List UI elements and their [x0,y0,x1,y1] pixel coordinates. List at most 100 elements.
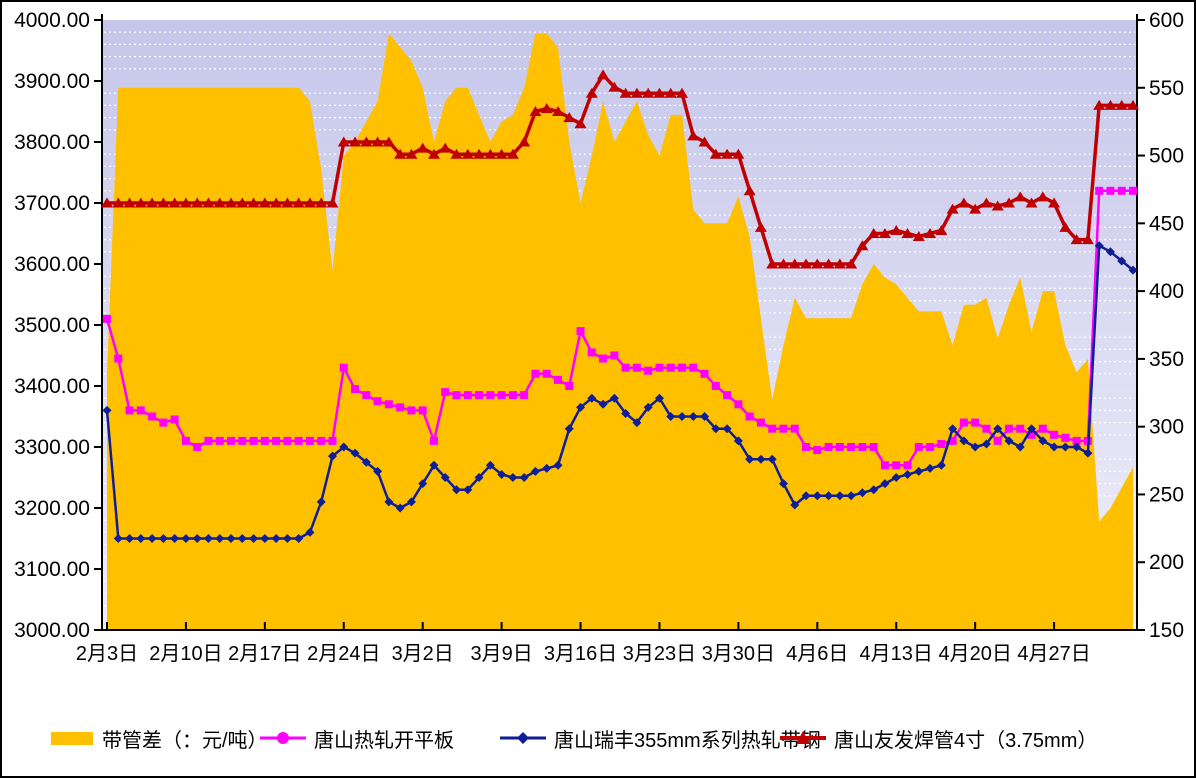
data-marker [225,197,238,208]
legend-item-area: 带管差（：元/吨） [50,718,268,758]
data-marker [824,443,833,451]
data-marker [1072,442,1082,452]
data-marker [813,446,822,455]
data-marker [1027,430,1036,439]
data-marker [258,197,271,208]
data-marker [678,363,687,372]
data-marker [957,197,970,208]
x-axis-label: 4月6日 [786,643,848,665]
data-marker [743,185,756,196]
data-marker [506,148,519,159]
right-axis-label: 400 [1149,280,1184,303]
data-marker [485,460,495,470]
data-marker [158,534,168,543]
x-axis-label: 2月24日 [307,643,380,665]
data-marker [181,436,190,445]
data-marker [238,436,247,445]
data-marker [800,258,813,269]
data-marker [914,466,924,476]
right-axis-label: 300 [1149,416,1184,439]
data-marker [869,485,879,495]
data-marker [890,224,903,235]
data-marker [574,118,587,129]
data-marker [767,454,777,464]
data-marker [903,469,913,479]
data-marker [103,314,111,323]
data-marker [542,463,552,473]
data-marker [1083,448,1093,458]
legend-label-plate: 唐山热轧开平板 [314,729,454,752]
data-marker [351,385,360,394]
data-marker [608,81,621,92]
legend: 带管差（：元/吨） 唐山热轧开平板 唐山瑞丰355mm系列热轧带钢 唐山友发焊管… [2,718,1194,762]
magenta-line-circle-icon [260,732,306,744]
data-marker [551,106,564,116]
right-axis-label: 450 [1149,212,1184,235]
data-marker [373,397,382,406]
data-marker [249,534,259,543]
legend-label-strip: 唐山瑞丰355mm系列热轧带钢 [554,729,821,752]
data-marker [1072,436,1081,445]
data-marker [912,231,925,242]
data-marker [1049,442,1059,452]
data-marker [384,400,393,409]
data-marker [688,412,698,421]
data-marker [281,197,294,208]
data-marker [756,454,766,464]
data-marker [790,424,799,433]
data-marker [734,400,743,409]
data-marker [519,473,529,482]
data-marker [328,436,337,445]
data-marker [213,197,226,208]
data-marker [112,197,125,208]
data-marker [948,436,957,445]
data-marker [1128,265,1138,275]
legend-item-plate: 唐山热轧开平板 [260,718,454,758]
data-marker [170,534,180,543]
data-marker [146,197,159,208]
data-marker [1106,186,1115,195]
data-marker [429,436,438,445]
legend-label-area: 带管差（：元/吨） [102,729,268,752]
data-marker [475,391,484,400]
data-marker [315,197,328,208]
data-marker [529,106,542,116]
data-marker [215,534,225,543]
data-marker [292,197,305,208]
data-marker [585,87,598,98]
data-marker [857,488,867,498]
data-marker [969,203,982,214]
data-marker [914,443,923,451]
data-marker [1050,430,1059,439]
x-axis-label: 3月16日 [544,643,617,665]
data-marker [632,418,642,428]
data-marker [597,69,610,80]
data-marker [531,369,540,378]
data-marker [518,136,531,147]
data-marker [170,415,179,424]
data-marker [113,534,123,543]
data-marker [1129,186,1137,195]
data-marker [486,391,495,400]
data-marker [935,224,948,235]
left-axis-label: 3400.00 [14,375,90,398]
data-marker [520,391,529,400]
x-axis-label: 3月23日 [623,643,696,665]
data-marker [204,436,213,445]
left-axis-label: 3200.00 [14,497,90,520]
data-marker [993,436,1002,445]
data-marker [134,197,147,208]
data-marker [305,436,314,445]
data-marker [396,403,405,412]
right-axis-label: 350 [1149,348,1184,371]
data-marker [553,375,562,384]
data-marker [461,148,474,159]
x-axis-label: 4月13日 [860,643,933,665]
data-marker [811,258,824,269]
data-marker [1081,234,1094,245]
data-marker [125,534,135,543]
data-marker [689,363,698,372]
area-swatch-icon [51,732,93,745]
data-marker [191,197,204,208]
data-marker [530,466,540,476]
